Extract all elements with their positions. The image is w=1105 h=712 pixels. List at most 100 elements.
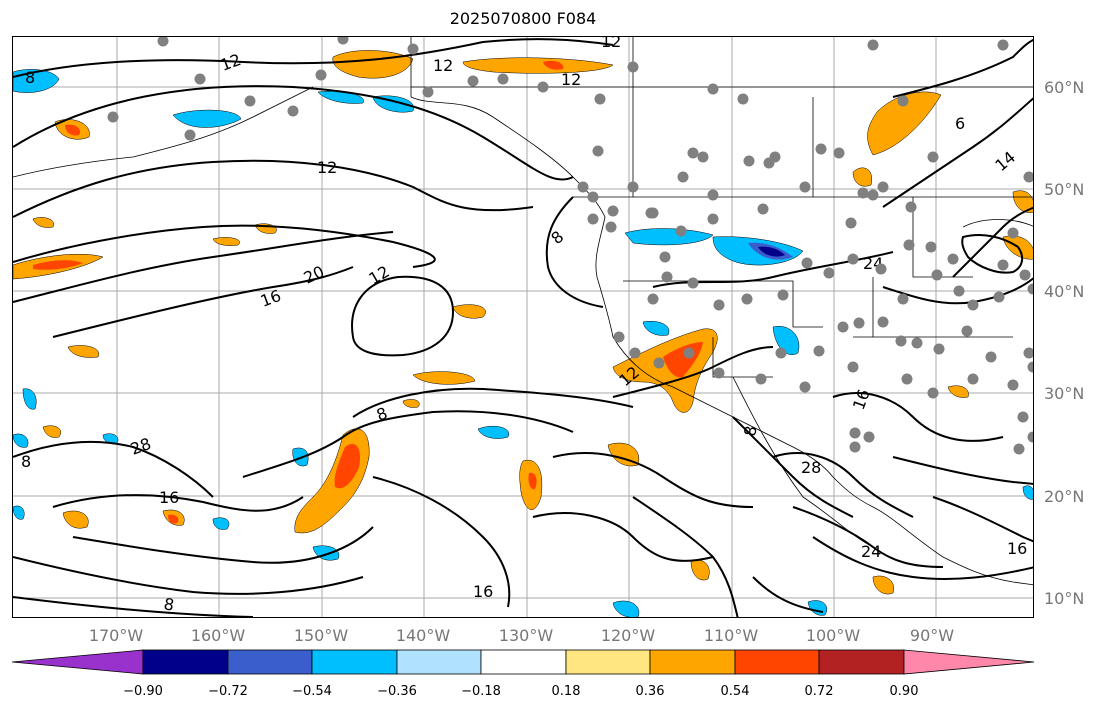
station-marker [777,289,789,301]
station-marker [687,147,699,159]
colorbar-tick: −0.90 [123,684,163,699]
contour-label: 24 [861,542,881,561]
station-marker [647,293,659,305]
colorbar-tick: 0.54 [720,684,750,699]
station-marker [659,251,671,263]
colorbar-tick: −0.36 [377,684,417,699]
station-marker [1027,431,1033,443]
station-marker [287,105,299,117]
colorbar-segment [818,649,905,675]
map-title: 2025070800 F084 [449,9,597,28]
colorbar-segment [142,649,229,675]
station-marker [577,181,589,193]
station-marker [905,201,917,213]
station-marker [1027,361,1033,373]
station-marker [1013,443,1025,455]
station-marker [897,293,909,305]
colorbar-tick: −0.54 [292,684,332,699]
station-marker [801,257,813,269]
lat-label-20n: 20°N [1044,487,1085,506]
station-marker [875,263,887,275]
station-marker [903,239,915,251]
station-marker [713,299,725,311]
station-marker [901,373,913,385]
station-marker [737,93,749,105]
contour-label: 8 [21,452,31,471]
colorbar-segment [396,649,482,675]
station-marker [845,217,857,229]
contour-label: 20 [301,262,327,288]
station-marker [755,373,767,385]
station-marker [953,285,965,297]
colorbar-segment [480,649,567,675]
station-marker [653,357,665,369]
station-marker [847,253,859,265]
station-marker [833,147,845,159]
colorbar-tick: 0.36 [635,684,665,699]
station-marker [799,181,811,193]
station-marker [1023,347,1033,359]
contour-label: 8 [547,227,567,248]
lon-label-90w: 90°W [909,626,955,645]
station-marker [967,373,979,385]
colorbar-tick: 0.18 [551,684,581,699]
contour-label: 28 [128,434,154,459]
lat-label-30n: 30°N [1044,384,1085,403]
lat-label-60n: 60°N [1044,78,1085,97]
station-marker [244,95,256,107]
colorbar-tick: 0.90 [889,684,919,699]
station-marker [897,95,909,107]
colorbar-segment [565,649,651,675]
station-marker [775,347,787,359]
station-marker [967,299,979,311]
lon-label-120w: 120°W [600,626,656,645]
station-marker [997,39,1009,51]
station-marker [985,351,997,363]
lon-label-160w: 160°W [190,626,246,645]
station-marker [645,207,657,219]
station-marker [587,191,599,203]
station-marker [1007,379,1019,391]
station-marker [605,221,617,233]
lon-label-130w: 130°W [498,626,554,645]
station-marker [1027,283,1033,295]
contour-label: 14 [991,147,1019,175]
lon-label-170w: 170°W [88,626,144,645]
station-marker [707,189,719,201]
colorbar-segment [227,649,313,675]
colorbar-tick: 0.72 [804,684,834,699]
map-panel: 12 12 12 12 20 16 12 8 8 12 12 8 16 8 28 24 24 16 16 28 6 14 1… [12,36,1034,618]
lat-label-10n: 10°N [1044,589,1085,608]
station-marker [849,427,861,439]
station-marker [867,39,879,51]
contour-label: 16 [1007,539,1027,558]
station-marker [675,225,687,237]
station-marker [194,73,206,85]
station-marker [683,347,695,359]
station-marker [847,361,859,373]
station-marker [587,213,599,225]
contour-label: 12 [366,262,393,289]
station-marker [895,335,907,347]
contour-label: 6 [955,114,965,133]
station-marker [769,151,781,163]
contour-label: 16 [473,582,493,601]
station-marker [1019,269,1031,281]
station-marker [1007,227,1019,239]
station-marker [1017,411,1029,423]
station-marker [933,343,945,355]
contour-label: 12 [433,56,453,75]
colorbar-segment [649,649,736,675]
colorbar-segment [734,649,820,675]
contour-label: 12 [317,158,337,177]
station-marker [707,213,719,225]
station-marker [947,253,959,265]
colorbar-segment [311,649,398,675]
station-marker [743,155,755,167]
contour-label: 16 [159,488,179,507]
contour-label: 12 [601,37,621,51]
station-marker [927,387,939,399]
station-marker [677,171,689,183]
station-marker [315,69,327,81]
contour-label: 12 [218,50,244,75]
